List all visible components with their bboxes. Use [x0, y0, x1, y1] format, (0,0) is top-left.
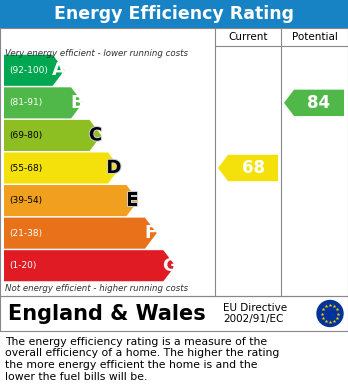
Text: F: F [145, 224, 157, 242]
Text: (69-80): (69-80) [9, 131, 42, 140]
Text: lower the fuel bills will be.: lower the fuel bills will be. [5, 371, 147, 382]
Text: (39-54): (39-54) [9, 196, 42, 205]
Text: (81-91): (81-91) [9, 99, 42, 108]
Text: (1-20): (1-20) [9, 261, 37, 270]
Text: C: C [89, 126, 102, 144]
Text: D: D [106, 159, 121, 177]
Polygon shape [4, 185, 138, 216]
Polygon shape [4, 55, 64, 86]
Text: (21-38): (21-38) [9, 229, 42, 238]
Circle shape [317, 301, 343, 326]
Text: 68: 68 [242, 159, 264, 177]
Text: EU Directive: EU Directive [223, 303, 287, 313]
Text: E: E [126, 192, 139, 210]
Bar [0, 28, 348, 296]
Polygon shape [4, 87, 83, 118]
Polygon shape [4, 218, 157, 249]
Bar [0, 0, 348, 28]
Text: (92-100): (92-100) [9, 66, 48, 75]
Text: (55-68): (55-68) [9, 163, 42, 172]
Text: The energy efficiency rating is a measure of the: The energy efficiency rating is a measur… [5, 337, 267, 347]
Polygon shape [4, 250, 175, 281]
Text: Very energy efficient - lower running costs: Very energy efficient - lower running co… [5, 49, 188, 58]
Text: England & Wales: England & Wales [8, 303, 206, 323]
Text: Potential: Potential [292, 32, 338, 42]
Text: overall efficiency of a home. The higher the rating: overall efficiency of a home. The higher… [5, 348, 279, 359]
Bar [0, 296, 348, 331]
Polygon shape [4, 120, 101, 151]
Text: B: B [70, 94, 84, 112]
Polygon shape [284, 90, 344, 116]
Text: 2002/91/EC: 2002/91/EC [223, 314, 283, 324]
Text: Energy Efficiency Rating: Energy Efficiency Rating [54, 5, 294, 23]
Text: Current: Current [228, 32, 268, 42]
Text: 84: 84 [307, 94, 331, 112]
Text: Not energy efficient - higher running costs: Not energy efficient - higher running co… [5, 284, 188, 293]
Polygon shape [218, 155, 278, 181]
Text: G: G [162, 257, 177, 275]
Polygon shape [4, 152, 120, 183]
Text: the more energy efficient the home is and the: the more energy efficient the home is an… [5, 360, 258, 370]
Text: A: A [52, 61, 65, 79]
